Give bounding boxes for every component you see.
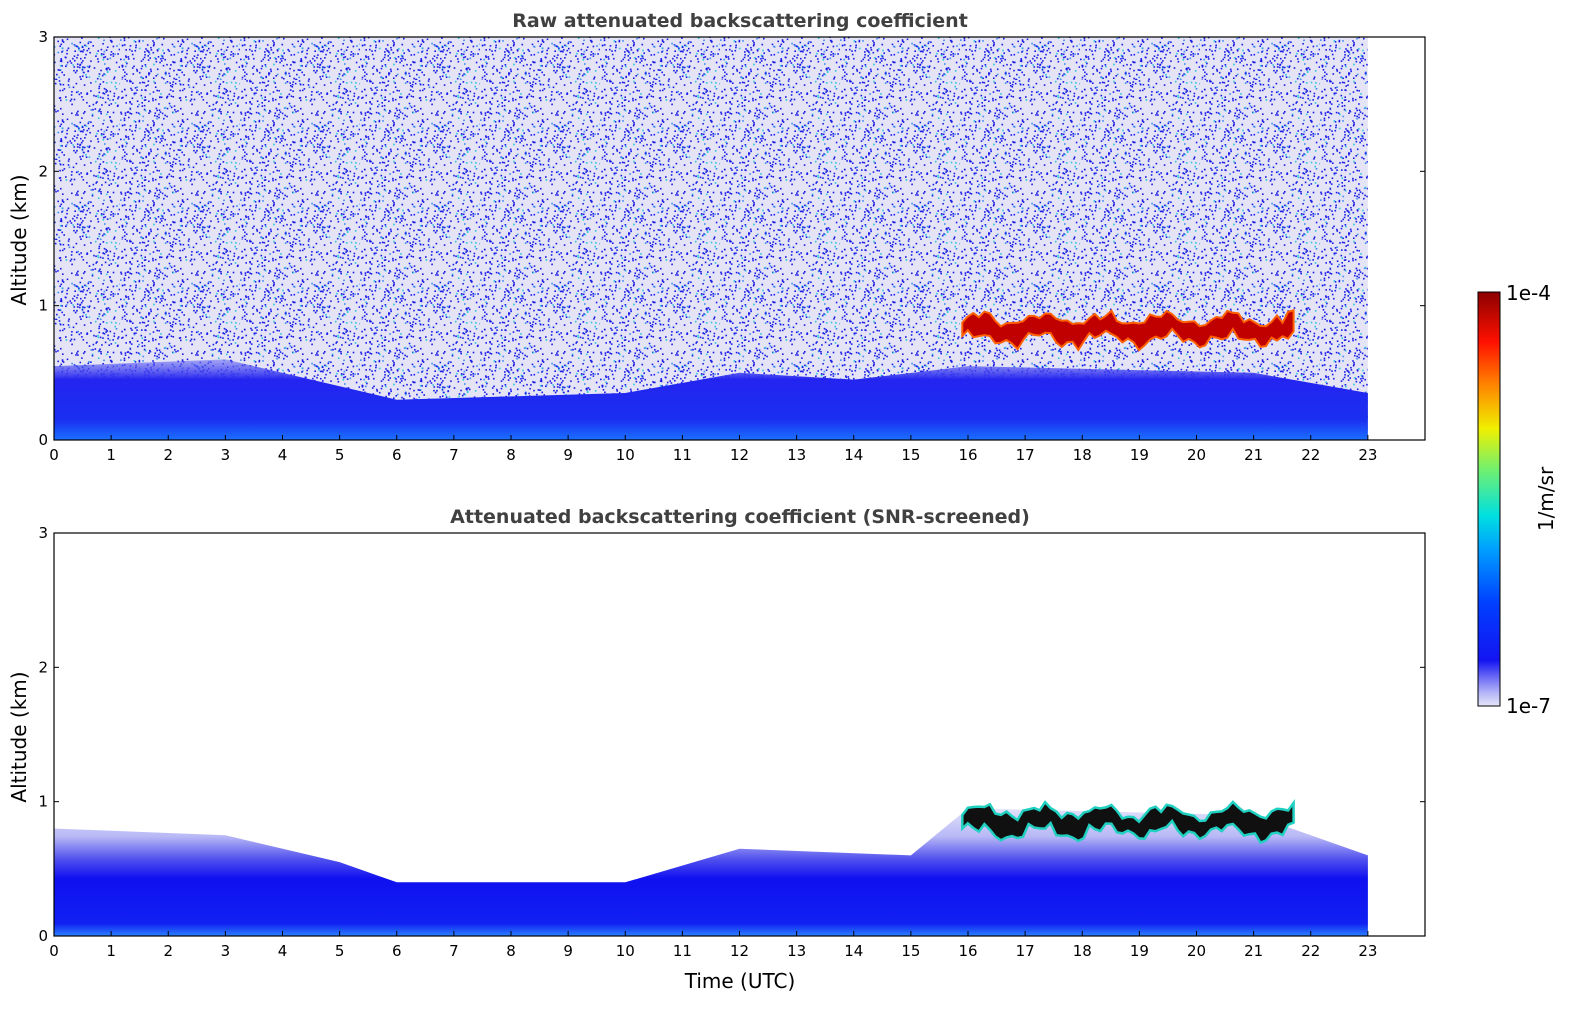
y-tick-label: 3 (38, 28, 48, 46)
y-axis: 0 1 2 3 (38, 524, 1425, 945)
y-tick-label: 2 (38, 162, 48, 180)
chart-title: Attenuated backscattering coefficient (S… (450, 506, 1030, 528)
x-tick-label: 3 (221, 446, 231, 464)
x-tick-label: 21 (1244, 446, 1263, 464)
x-tick-label: 17 (1016, 942, 1035, 960)
x-tick-label: 11 (673, 446, 692, 464)
x-axis-label: Time (UTC) (684, 969, 796, 993)
x-axis: 0 1 2 3 4 5 6 7 8 9 10 11 12 13 14 15 16 17 18 19 20 21 22 23 (49, 435, 1377, 464)
chart-title: Raw attenuated backscattering coefficien… (512, 10, 968, 32)
y-axis: 0 1 2 3 (38, 28, 1425, 449)
y-tick-label: 3 (38, 524, 48, 542)
y-tick-label: 1 (38, 793, 48, 811)
x-tick-label: 20 (1187, 446, 1206, 464)
x-tick-label: 19 (1130, 942, 1149, 960)
x-axis: 0 1 2 3 4 5 6 7 8 9 10 11 12 13 14 15 16 17 18 19 20 21 22 23 (49, 931, 1377, 960)
colorbar-max-label: 1e-4 (1506, 281, 1551, 305)
x-tick-label: 14 (844, 942, 863, 960)
x-tick-label: 6 (392, 446, 402, 464)
x-tick-label: 20 (1187, 942, 1206, 960)
x-tick-label: 9 (563, 942, 573, 960)
y-tick-label: 1 (38, 297, 48, 315)
x-tick-label: 16 (958, 446, 977, 464)
x-tick-label: 7 (449, 942, 459, 960)
x-tick-label: 0 (49, 446, 59, 464)
x-tick-label: 3 (221, 942, 231, 960)
x-tick-label: 15 (901, 446, 920, 464)
x-tick-label: 4 (278, 942, 288, 960)
x-tick-label: 1 (106, 446, 116, 464)
x-tick-label: 1 (106, 942, 116, 960)
x-tick-label: 15 (901, 942, 920, 960)
x-tick-label: 13 (787, 942, 806, 960)
x-tick-label: 10 (616, 942, 635, 960)
x-tick-label: 4 (278, 446, 288, 464)
x-tick-label: 22 (1301, 942, 1320, 960)
x-tick-label: 16 (958, 942, 977, 960)
panel-raw: Raw attenuated backscattering coefficien… (7, 10, 1426, 464)
colorbar: 1e-4 1e-7 1/m/sr (1477, 281, 1558, 718)
x-tick-label: 10 (616, 446, 635, 464)
x-tick-label: 0 (49, 942, 59, 960)
x-tick-label: 9 (563, 446, 573, 464)
y-axis-label: Altitude (km) (7, 174, 31, 305)
y-tick-label: 0 (38, 927, 48, 945)
x-tick-label: 18 (1073, 446, 1092, 464)
x-tick-label: 19 (1130, 446, 1149, 464)
y-tick-label: 2 (38, 658, 48, 676)
panel-screened: Attenuated backscattering coefficient (S… (7, 506, 1426, 993)
x-tick-label: 23 (1358, 446, 1377, 464)
x-tick-label: 2 (163, 942, 173, 960)
x-tick-label: 12 (730, 942, 749, 960)
y-axis-label: Altitude (km) (7, 671, 31, 802)
plot-area (53, 36, 1426, 441)
y-tick-label: 0 (38, 431, 48, 449)
colorbar-unit-label: 1/m/sr (1534, 466, 1558, 531)
x-tick-label: 6 (392, 942, 402, 960)
x-tick-label: 11 (673, 942, 692, 960)
x-tick-label: 5 (335, 446, 345, 464)
x-tick-label: 18 (1073, 942, 1092, 960)
plot-area (53, 532, 1426, 937)
x-tick-label: 22 (1301, 446, 1320, 464)
x-tick-label: 17 (1016, 446, 1035, 464)
x-tick-label: 14 (844, 446, 863, 464)
x-tick-label: 13 (787, 446, 806, 464)
x-tick-label: 8 (506, 942, 516, 960)
x-tick-label: 8 (506, 446, 516, 464)
x-tick-label: 12 (730, 446, 749, 464)
x-tick-label: 5 (335, 942, 345, 960)
cloud-layer (961, 308, 1295, 352)
x-tick-label: 2 (163, 446, 173, 464)
x-tick-label: 21 (1244, 942, 1263, 960)
boundary-layer (54, 808, 1368, 936)
x-tick-label: 7 (449, 446, 459, 464)
boundary-layer (54, 359, 1368, 440)
colorbar-min-label: 1e-7 (1506, 694, 1551, 718)
x-tick-label: 23 (1358, 942, 1377, 960)
colorbar-gradient (1477, 291, 1501, 707)
cloud-layer (961, 799, 1295, 845)
